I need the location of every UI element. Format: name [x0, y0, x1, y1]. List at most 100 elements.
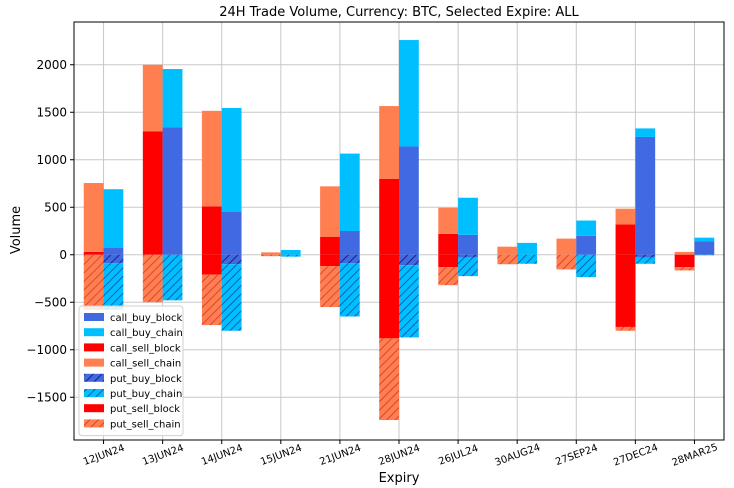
bar-call-sell-block-26jul24: [438, 233, 459, 255]
legend-swatch-call-sell-chain: [84, 358, 104, 367]
bar-call-sell-block-13jun24: [142, 131, 163, 255]
bar-call-buy-chain-28mar25: [694, 237, 715, 242]
bar-put-buy-block-26jul24: [458, 254, 478, 258]
bar-call-buy-chain-26jul24: [458, 197, 478, 235]
bar-call-buy-chain-28jun24: [399, 40, 419, 147]
bar-call-buy-block-26jul24: [458, 234, 478, 255]
bar-put-sell-chain-30aug24: [497, 254, 518, 265]
x-tick-label: 21JUN24: [318, 443, 362, 468]
bar-call-buy-chain-14jun24: [221, 107, 242, 212]
x-axis-ticks: 12JUN24 13JUN24 14JUN24 15JUN24 21JUN24 28JUN…: [82, 440, 719, 469]
bar-put-buy-chain-30aug24: [517, 254, 537, 264]
bar-call-buy-chain-27sep24: [576, 220, 597, 236]
legend: call_buy_block call_buy_chain call_sell_bl…: [78, 305, 184, 437]
x-tick-label: 13JUN24: [141, 443, 185, 468]
bar-put-sell-chain-14jun24: [201, 274, 222, 326]
y-tick-label: −1500: [26, 390, 67, 404]
y-tick-label: 1500: [36, 105, 67, 119]
x-tick-label: 28JUN24: [377, 443, 421, 468]
bar-call-sell-chain-28jun24: [379, 106, 399, 179]
y-tick-label: 500: [44, 200, 67, 214]
legend-label-call-buy-chain: call_buy_chain: [110, 328, 183, 339]
bar-call-sell-chain-14jun24: [201, 110, 222, 207]
bar-call-buy-chain-27dec24: [635, 128, 656, 137]
bar-call-sell-block-21jun24: [320, 236, 340, 255]
bar-put-sell-chain-13jun24: [142, 254, 163, 303]
bar-call-sell-chain-26jul24: [438, 207, 459, 234]
legend-swatch-call-buy-block: [84, 313, 104, 321]
bar-call-sell-block-14jun24: [201, 206, 222, 255]
bar-call-sell-chain-21jun24: [320, 186, 340, 237]
bar-put-buy-block-27dec24: [635, 254, 656, 258]
bar-call-buy-block-12jun24: [103, 247, 124, 255]
bar-call-buy-chain-13jun24: [162, 69, 183, 128]
legend-swatch-put-buy-chain: [84, 389, 104, 397]
bar-call-sell-block-12jun24: [83, 251, 104, 255]
bar-call-sell-block-27dec24: [615, 224, 636, 255]
bar-put-sell-block-14jun24: [201, 254, 222, 275]
bar-call-buy-block-28jun24: [399, 146, 419, 255]
bar-put-buy-chain-12jun24: [103, 263, 124, 310]
legend-swatch-put-buy-block: [84, 373, 104, 382]
bar-put-sell-chain-27sep24: [556, 254, 577, 270]
legend-label-call-sell-block: call_sell_block: [110, 343, 181, 354]
y-tick-label: −500: [34, 295, 67, 309]
bar-call-sell-chain-13jun24: [142, 64, 163, 132]
bar-put-sell-chain-26jul24: [438, 267, 459, 286]
legend-label-call-sell-chain: call_sell_chain: [110, 359, 181, 370]
bar-put-buy-block-21jun24: [339, 254, 360, 264]
bar-put-buy-chain-21jun24: [339, 263, 360, 317]
bar-put-sell-chain-15jun24: [261, 254, 281, 257]
y-axis-ticks: −1500 −1000 −500 0 500 1000 1500 2000: [26, 58, 74, 404]
bar-call-buy-chain-30aug24: [517, 242, 537, 255]
bars: [83, 40, 715, 421]
bar-put-buy-chain-26jul24: [458, 257, 478, 277]
bar-put-buy-chain-15jun24: [280, 254, 301, 257]
legend-label-put-sell-block: put_sell_block: [110, 404, 180, 415]
legend-label-put-sell-chain: put_sell_chain: [110, 419, 181, 430]
bar-put-sell-block-28mar25: [674, 254, 695, 268]
y-axis-label: Volume: [9, 206, 24, 254]
chart-title: 24H Trade Volume, Currency: BTC, Selecte…: [219, 5, 579, 20]
bar-call-buy-block-28mar25: [694, 241, 715, 255]
bar-put-sell-block-28jun24: [379, 254, 399, 339]
bar-put-sell-chain-21jun24: [320, 266, 340, 307]
x-tick-label: 30AUG24: [494, 442, 542, 469]
legend-swatch-put-sell-block: [84, 404, 104, 413]
y-tick-label: 1000: [36, 153, 67, 167]
x-tick-label: 27DEC24: [612, 442, 659, 468]
y-tick-label: 0: [59, 248, 67, 262]
bar-call-buy-block-14jun24: [221, 212, 242, 255]
bar-call-buy-chain-21jun24: [339, 153, 360, 231]
y-tick-label: −1000: [26, 343, 67, 357]
legend-box: [78, 305, 184, 437]
bar-call-sell-chain-12jun24: [83, 183, 104, 252]
bar-put-sell-block-21jun24: [320, 254, 340, 267]
bar-call-buy-chain-12jun24: [103, 189, 124, 248]
bar-put-sell-chain-12jun24: [83, 254, 104, 310]
bar-put-sell-chain-28jun24: [379, 338, 399, 421]
x-tick-label: 26JUL24: [437, 443, 480, 467]
legend-swatch-call-buy-chain: [84, 328, 104, 337]
legend-swatch-put-sell-chain: [84, 419, 104, 428]
bar-call-sell-chain-15jun24: [261, 252, 281, 255]
bar-call-buy-block-13jun24: [162, 127, 183, 255]
bar-call-sell-chain-27dec24: [615, 208, 636, 225]
bar-put-buy-block-14jun24: [221, 254, 242, 265]
bar-call-buy-block-27sep24: [576, 235, 597, 255]
bar-call-sell-chain-28mar25: [674, 251, 695, 255]
legend-label-put-buy-chain: put_buy_chain: [110, 389, 182, 400]
legend-label-put-buy-block: put_buy_block: [110, 374, 182, 385]
bar-put-sell-chain-27dec24: [615, 326, 636, 331]
bar-put-sell-block-26jul24: [438, 254, 459, 268]
bar-call-buy-block-21jun24: [339, 231, 360, 255]
bar-put-buy-chain-14jun24: [221, 264, 242, 331]
bar-call-sell-chain-30aug24: [497, 246, 518, 255]
x-tick-label: 27SEP24: [554, 443, 599, 468]
bar-call-buy-chain-15jun24: [280, 250, 301, 255]
legend-swatch-call-sell-block: [84, 343, 104, 352]
bar-call-sell-chain-27sep24: [556, 238, 577, 255]
bar-put-buy-chain-13jun24: [162, 254, 183, 301]
bar-put-buy-chain-28mar25: [694, 254, 715, 256]
